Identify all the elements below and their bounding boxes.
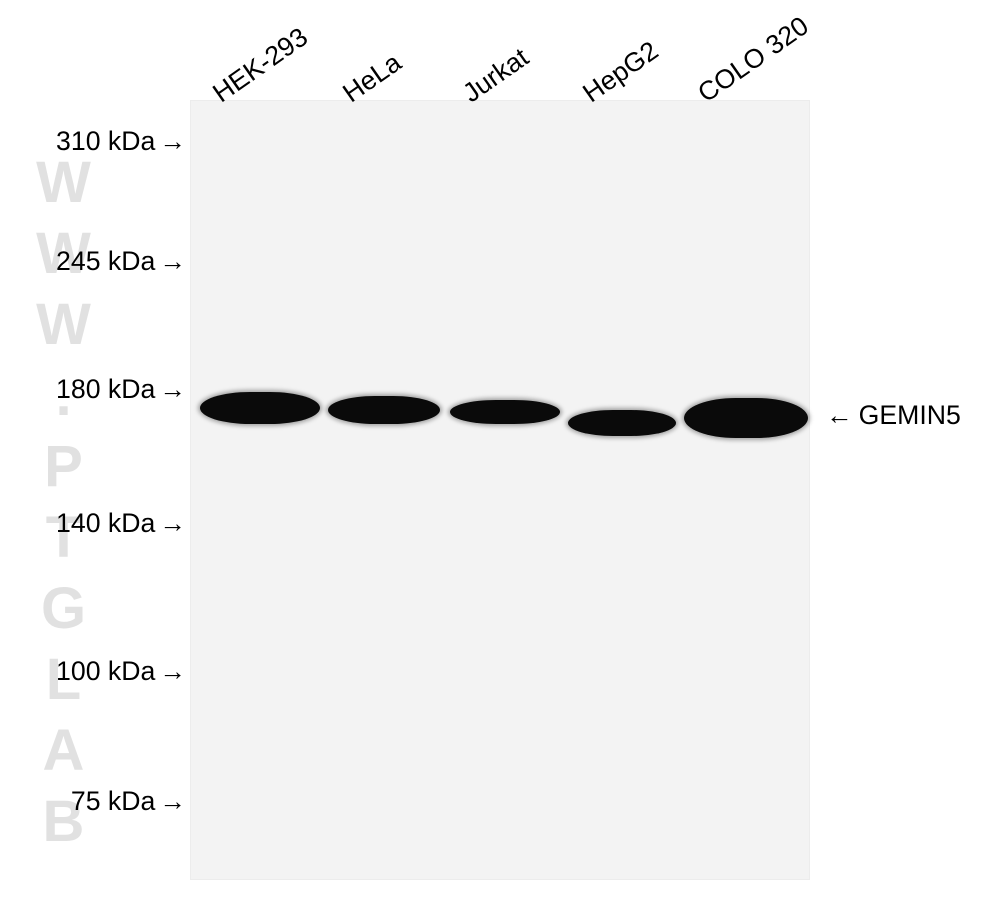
lane-label: Jurkat [457, 42, 534, 109]
mw-marker: 180 kDa→ [56, 374, 186, 405]
mw-marker-label: 180 kDa [56, 374, 155, 404]
arrow-left-icon: ← [826, 400, 853, 430]
lane-label: COLO 320 [692, 11, 814, 109]
mw-marker: 140 kDa→ [56, 508, 186, 539]
protein-band [200, 392, 320, 424]
mw-marker: 245 kDa→ [56, 246, 186, 277]
arrow-right-icon: → [159, 246, 186, 276]
mw-marker-label: 100 kDa [56, 656, 155, 686]
arrow-right-icon: → [159, 374, 186, 404]
lane-label: HEK-293 [207, 22, 313, 109]
mw-marker-label: 245 kDa [56, 246, 155, 276]
target-name: GEMIN5 [859, 400, 961, 430]
arrow-right-icon: → [159, 786, 186, 816]
arrow-right-icon: → [159, 508, 186, 538]
blot-membrane [190, 100, 810, 880]
protein-band [684, 398, 808, 438]
mw-marker-label: 75 kDa [71, 786, 155, 816]
mw-marker: 75 kDa→ [71, 786, 186, 817]
mw-marker: 100 kDa→ [56, 656, 186, 687]
western-blot-figure: WWW.PTGLAB.COM HEK-293HeLaJurkatHepG2COL… [0, 0, 1000, 903]
target-label: ←GEMIN5 [826, 400, 961, 431]
arrow-right-icon: → [159, 126, 186, 156]
protein-band [568, 410, 676, 436]
arrow-right-icon: → [159, 656, 186, 686]
protein-band [328, 396, 440, 424]
mw-marker: 310 kDa→ [56, 126, 186, 157]
lane-label: HepG2 [577, 35, 664, 109]
mw-marker-label: 140 kDa [56, 508, 155, 538]
mw-marker-label: 310 kDa [56, 126, 155, 156]
protein-band [450, 400, 560, 424]
